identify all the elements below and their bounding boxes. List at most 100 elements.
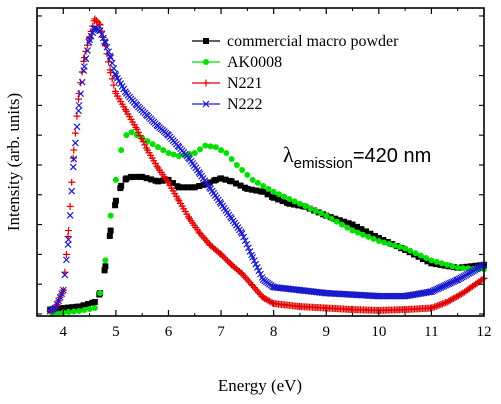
data-point [254, 179, 261, 186]
annotation-subscript: emission [294, 155, 353, 172]
data-point [82, 55, 90, 63]
data-point [61, 271, 69, 279]
data-point [112, 176, 119, 183]
data-point [84, 47, 91, 54]
data-point [123, 132, 130, 139]
data-point [264, 191, 271, 198]
data-point [244, 244, 252, 252]
data-point [244, 171, 251, 178]
data-point [438, 260, 445, 267]
data-point [64, 304, 71, 311]
data-point [233, 180, 240, 187]
data-point [86, 306, 93, 313]
data-point [222, 255, 230, 263]
data-point [65, 236, 72, 243]
data-point [223, 257, 231, 265]
data-point [81, 307, 88, 314]
legend-marker [202, 79, 210, 87]
data-point [68, 178, 76, 186]
data-point [102, 257, 109, 264]
data-point [108, 59, 116, 67]
data-point [237, 182, 244, 189]
legend-marker [203, 38, 209, 44]
data-point [260, 182, 267, 189]
data-point [386, 240, 393, 247]
data-point [65, 227, 73, 235]
data-point [86, 36, 94, 44]
data-point [219, 252, 227, 260]
data-point [339, 221, 346, 228]
plot-frame [36, 7, 485, 317]
data-point [154, 178, 161, 185]
data-point [444, 261, 451, 268]
data-point [279, 198, 286, 205]
legend-item: AK0008 [192, 54, 282, 71]
data-point [154, 144, 161, 151]
data-point [63, 256, 70, 264]
data-point [248, 186, 255, 193]
data-point [202, 142, 209, 149]
data-point [375, 237, 382, 244]
data-point [128, 129, 135, 136]
data-point [107, 54, 115, 62]
data-point [107, 212, 114, 219]
data-point [175, 153, 182, 160]
data-point [128, 173, 135, 180]
data-point [252, 260, 260, 268]
data-point [332, 215, 339, 222]
data-point [349, 221, 356, 228]
data-point [110, 81, 118, 89]
data-point [53, 301, 61, 308]
data-point [78, 78, 86, 86]
x-tick-label: 7 [217, 324, 225, 340]
data-point [85, 301, 92, 308]
data-point [163, 177, 171, 185]
data-point [255, 267, 263, 275]
y-axis-label: Intensity (arb. units) [4, 93, 23, 231]
data-point [197, 146, 204, 153]
data-point [333, 218, 340, 225]
data-point [391, 242, 398, 249]
data-point [449, 263, 456, 270]
x-axis-label: Energy (eV) [218, 376, 302, 395]
data-point [191, 150, 198, 157]
data-point [212, 176, 219, 183]
data-point [345, 220, 352, 227]
data-point [249, 253, 257, 261]
data-point [454, 264, 461, 271]
x-tick-label: 12 [477, 324, 492, 340]
data-point [102, 263, 109, 270]
data-point [360, 231, 367, 238]
x-axis-ticks: 4 5 6 7 8 9 10 11 12 [36, 8, 492, 340]
legend-marker [203, 59, 209, 65]
data-point [106, 52, 114, 60]
data-point [402, 245, 409, 252]
series-4 [46, 24, 488, 315]
data-point [160, 147, 167, 154]
data-point [302, 203, 309, 210]
data-point [365, 233, 372, 240]
data-point [165, 150, 172, 157]
data-point [58, 290, 66, 298]
data-point [76, 308, 83, 315]
data-point [112, 197, 119, 204]
data-point [76, 303, 83, 310]
data-point [96, 27, 104, 35]
data-point [233, 161, 240, 168]
data-point [281, 193, 288, 200]
data-point [270, 188, 277, 195]
data-point [239, 166, 246, 173]
data-point [80, 63, 88, 71]
data-point [111, 70, 119, 78]
annotation-value: =420 nm [353, 145, 431, 167]
series-3 [46, 15, 488, 315]
data-point [191, 184, 198, 191]
data-point [71, 129, 79, 137]
x-tick-label: 9 [322, 324, 330, 340]
data-point [238, 230, 246, 237]
data-point [69, 163, 77, 171]
data-point [139, 173, 146, 180]
legend-marker [202, 100, 210, 108]
data-point [417, 252, 424, 259]
